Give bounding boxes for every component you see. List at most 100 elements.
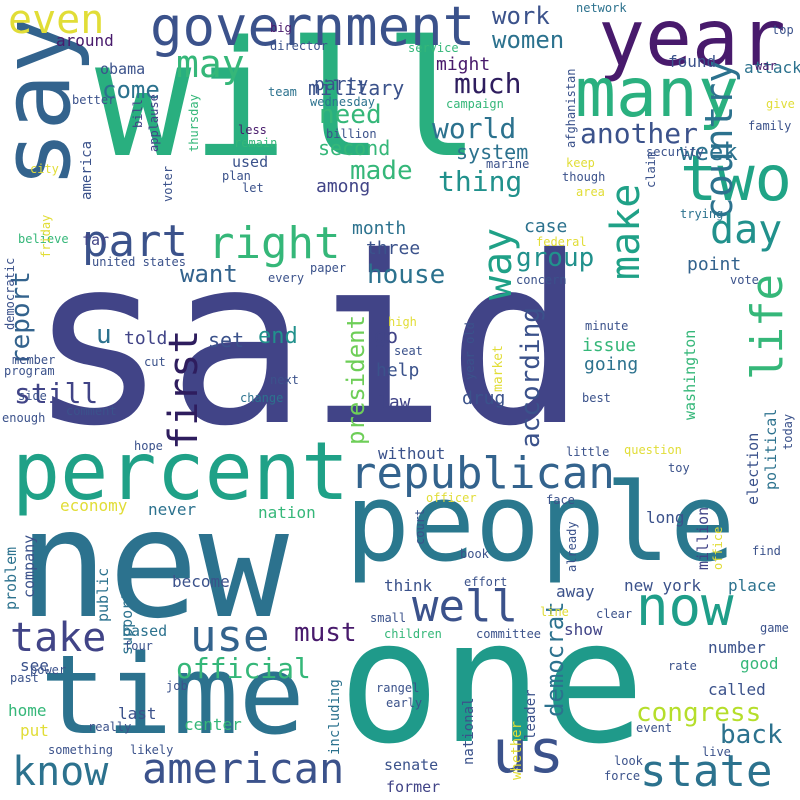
word-called: called: [708, 680, 766, 699]
word-part: part: [82, 216, 188, 267]
word-people: people: [345, 461, 736, 586]
word-much: much: [454, 67, 522, 100]
word-us: us: [492, 717, 565, 787]
word-wednesday: wednesday: [310, 95, 376, 109]
word-never: never: [148, 500, 197, 519]
word-event: event: [636, 721, 673, 735]
word-look: look: [614, 754, 643, 768]
word-government: government: [150, 0, 476, 58]
word-security: security: [646, 145, 704, 159]
word-line: line: [540, 605, 569, 619]
word-high: high: [388, 315, 417, 329]
word-million: million: [694, 506, 712, 570]
word-party: party: [314, 74, 369, 95]
word-house: house: [367, 260, 446, 290]
word-campaign: campaign: [446, 97, 504, 111]
word-percent: percent: [12, 425, 350, 518]
word-election: election: [744, 432, 762, 505]
word-want: want: [180, 260, 238, 288]
word-another: another: [580, 117, 699, 150]
word-told: told: [124, 328, 168, 349]
word-law: law: [378, 392, 411, 413]
word-change: change: [240, 391, 284, 405]
word-will: will: [95, 6, 481, 193]
word-president: president: [342, 314, 370, 445]
word-point: point: [687, 254, 742, 275]
word-comment: comment: [66, 404, 117, 418]
word-even: even: [8, 0, 105, 43]
word-bill: bill: [131, 99, 145, 128]
word-force: force: [604, 769, 641, 783]
word-minute: minute: [585, 319, 629, 333]
word-team: team: [268, 85, 297, 99]
word-among: among: [316, 176, 371, 197]
word-last: last: [118, 704, 157, 723]
word-life: life: [742, 274, 793, 380]
word-case: case: [524, 216, 568, 237]
word-america: america: [79, 140, 95, 200]
word-system: system: [456, 140, 529, 164]
word-court: court: [413, 508, 427, 545]
word-show: show: [564, 620, 603, 639]
word-give: give: [766, 97, 795, 111]
word-month: month: [352, 218, 407, 239]
word-network: network: [576, 1, 627, 15]
word-city: city: [30, 162, 59, 176]
word-children: children: [384, 627, 442, 641]
word-place: place: [728, 576, 777, 595]
word-group: group: [516, 243, 595, 273]
word-area: area: [576, 185, 605, 199]
word-believe: believe: [18, 232, 69, 246]
word-good: good: [740, 654, 779, 673]
word-market: market: [491, 345, 506, 392]
word-voter: voter: [161, 165, 175, 202]
word-three: three: [366, 238, 421, 259]
word-take: take: [10, 615, 107, 661]
word-go: go: [374, 324, 399, 348]
word-plan: plan: [222, 169, 251, 183]
word-vote: vote: [730, 273, 759, 287]
word-found: found: [668, 52, 717, 71]
word-issue: issue: [582, 335, 637, 356]
word-afghanistan: afghanistan: [564, 68, 578, 148]
word-may: may: [176, 42, 245, 86]
word-book: book: [460, 547, 489, 561]
word-live: live: [702, 745, 731, 759]
word-two: two: [680, 142, 792, 215]
word-hope: hope: [134, 439, 163, 453]
word-second: second: [318, 136, 391, 160]
word-still: still: [14, 377, 99, 410]
word-rangel: rangel: [376, 681, 420, 695]
word-whether: whether: [509, 720, 525, 780]
word-clear: clear: [596, 607, 633, 621]
word-obama: obama: [100, 60, 146, 78]
word-time: time: [40, 631, 305, 759]
word-already: already: [565, 521, 579, 572]
word-past: past: [10, 671, 39, 685]
word-week: week: [680, 138, 738, 166]
word-less: less: [238, 123, 267, 137]
word-way: way: [475, 227, 521, 300]
word-former: former: [386, 778, 441, 796]
word-job: job: [166, 679, 188, 693]
word-make: make: [603, 183, 649, 280]
word-end: end: [258, 324, 298, 349]
word-world: world: [432, 112, 517, 145]
word-question: question: [624, 443, 682, 457]
word-member: member: [12, 353, 56, 367]
word-seat: seat: [394, 344, 423, 358]
word-paper: paper: [310, 261, 347, 275]
word-new: new: [18, 478, 289, 652]
word-without: without: [378, 444, 446, 463]
word-today: today: [781, 413, 795, 450]
word-attack: attack: [744, 58, 800, 77]
word-said: said: [28, 207, 587, 477]
word-away: away: [556, 582, 595, 601]
word-national: national: [461, 697, 477, 765]
word-long: long: [646, 508, 685, 527]
word-women: women: [492, 26, 565, 54]
word-rate: rate: [668, 659, 697, 673]
word-washington: washington: [681, 329, 699, 420]
word-face: face: [546, 493, 575, 507]
word-friday: friday: [39, 214, 53, 258]
